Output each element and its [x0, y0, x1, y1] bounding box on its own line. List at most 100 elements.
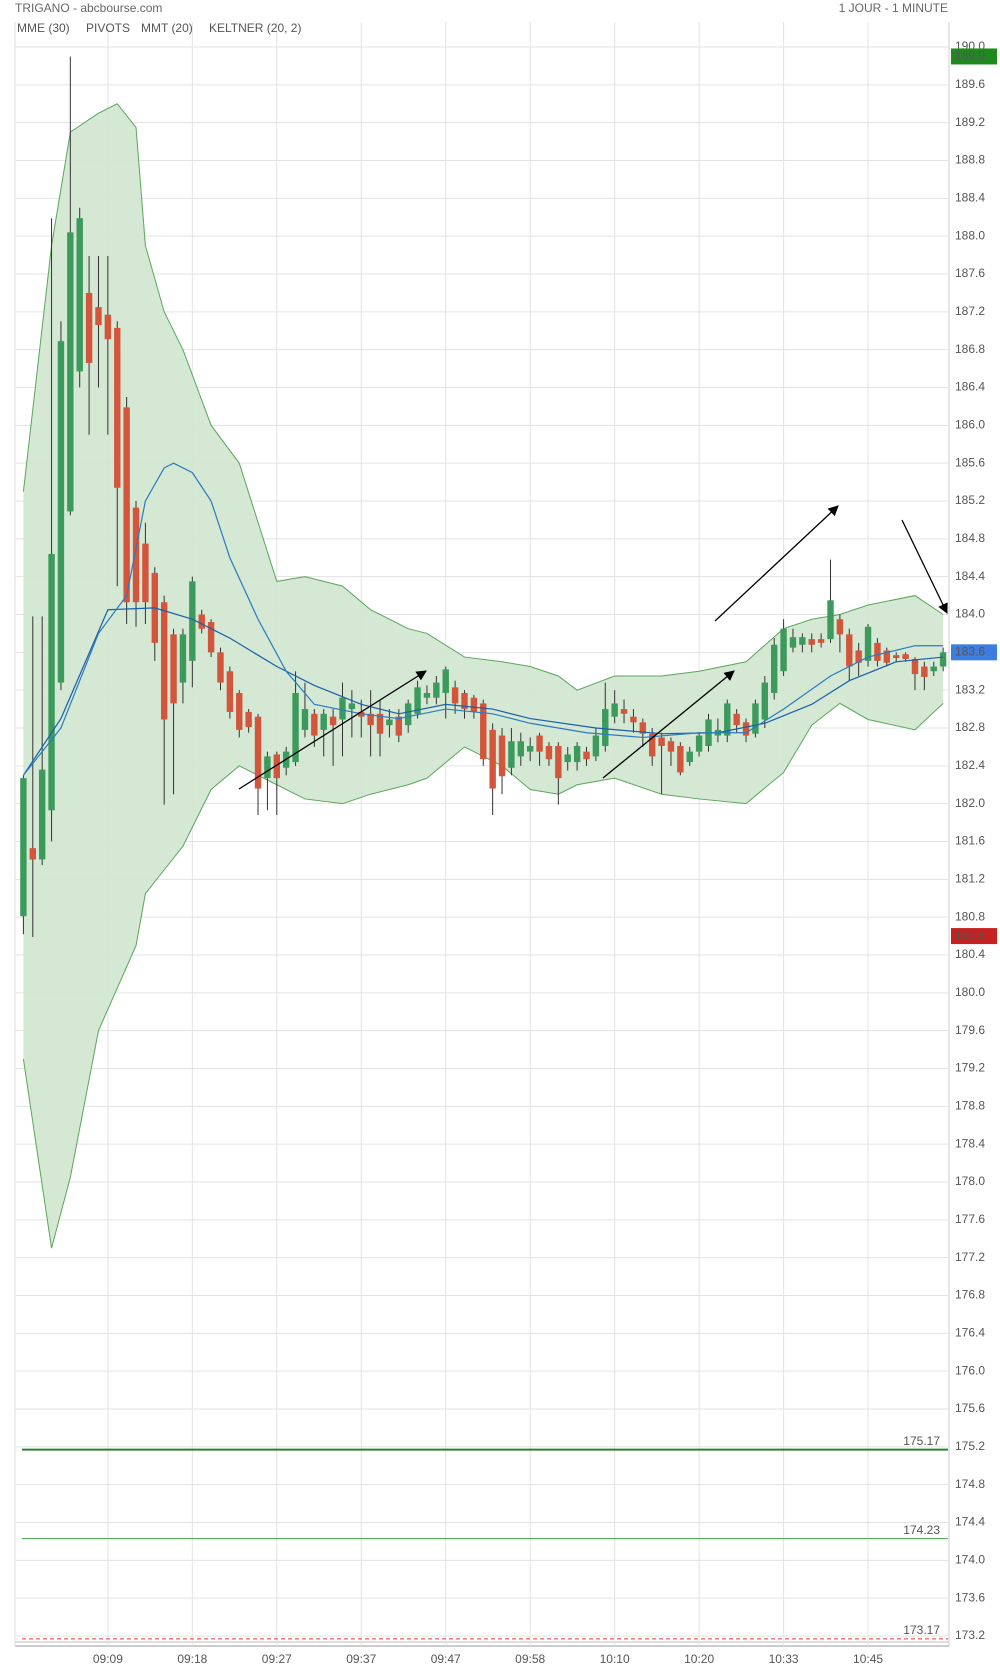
y-tick-label: 175.6 [955, 1401, 985, 1415]
candle-body [414, 687, 421, 714]
candle-body [386, 719, 393, 726]
candle-body [461, 693, 468, 710]
y-tick-label: 174.8 [955, 1477, 985, 1491]
y-tick-label: 177.2 [955, 1250, 985, 1264]
y-tick-label: 189.6 [955, 77, 985, 91]
pivot-label: 175.17 [903, 1434, 940, 1448]
chart-subtitle: 1 JOUR - 1 MINUTE [839, 1, 948, 15]
candle-body [611, 703, 618, 717]
candle-body [771, 644, 778, 694]
legend-entry: MME (30) [17, 21, 70, 35]
y-tick-label: 182.0 [955, 796, 985, 810]
annotations [238, 505, 948, 790]
y-tick-label: 184.4 [955, 569, 985, 583]
x-tick-label: 10:20 [684, 1652, 714, 1666]
price-tag-label: 189.9 [955, 49, 985, 63]
candle-body [508, 741, 515, 768]
candle-body [517, 741, 525, 757]
candle-body [207, 622, 215, 653]
arrow [602, 670, 735, 779]
plot-area: 175.17 174.23 173.17 [20, 56, 948, 1640]
y-tick-label: 188.0 [955, 228, 985, 242]
price-tag-label: 180.6 [955, 928, 985, 942]
y-tick-label: 176.4 [955, 1326, 985, 1340]
keltner-lower [22, 702, 944, 1249]
candle-body [752, 703, 759, 734]
candle-body [311, 713, 318, 736]
y-tick-label: 176.0 [955, 1363, 985, 1377]
candle-body [329, 716, 337, 726]
y-tick-label: 180.4 [955, 947, 985, 961]
candle-body [930, 666, 937, 672]
candle-body [526, 745, 534, 752]
keltner-band [23, 103, 944, 1249]
x-tick-label: 09:37 [346, 1652, 376, 1666]
keltner-upper [22, 103, 944, 691]
candle-body [48, 553, 55, 811]
candle-body [921, 666, 928, 677]
y-tick-label: 181.6 [955, 834, 985, 848]
candle-body [874, 642, 881, 661]
candle-body [104, 314, 112, 340]
candle-body [686, 751, 693, 763]
y-tick-label: 178.8 [955, 1099, 985, 1113]
candle-body [470, 697, 478, 712]
candle-body [20, 778, 27, 917]
candle-body [442, 669, 449, 694]
y-tick-label: 188.8 [955, 153, 985, 167]
candle-body [480, 703, 487, 760]
y-tick-label: 182.4 [955, 758, 985, 772]
candle-body [827, 600, 834, 640]
y-tick-label: 182.8 [955, 720, 985, 734]
candle-body [339, 697, 346, 720]
pivot-label: 174.23 [903, 1523, 940, 1537]
candle-body [489, 729, 496, 789]
candle-body [761, 682, 769, 720]
x-tick-label: 09:27 [262, 1652, 292, 1666]
overlay: 173.2 173.6 174.0 174.4 174.8 175.2 175.6 176.0… [17, 21, 997, 1666]
candle-body [142, 543, 149, 603]
candle-body [38, 769, 46, 860]
price-tag-label: 183.6 [955, 645, 985, 659]
y-tick-label: 185.2 [955, 493, 985, 507]
y-tick-label: 179.2 [955, 1061, 985, 1075]
candle-body [808, 639, 815, 645]
x-tick-label: 09:09 [93, 1652, 123, 1666]
y-tick-label: 179.6 [955, 1023, 985, 1037]
candle-body [57, 341, 65, 683]
candle-body [789, 637, 797, 648]
candle-body [376, 713, 384, 734]
y-tick-label: 186.8 [955, 342, 985, 356]
candle-body [85, 292, 93, 363]
candle-body [846, 634, 853, 667]
y-tick-label: 175.2 [955, 1439, 985, 1453]
candle-body [583, 751, 590, 760]
y-tick-label: 180.8 [955, 909, 985, 923]
candle-body [630, 716, 637, 723]
candle-body [114, 327, 121, 488]
y-tick-label: 189.2 [955, 115, 985, 129]
moving-average-line [22, 607, 944, 776]
candle-body [733, 713, 740, 726]
candle-body [67, 232, 74, 512]
candle-body [667, 741, 675, 752]
candle-body [217, 652, 224, 683]
candle-body [573, 745, 581, 763]
candle-body [451, 687, 459, 704]
candle-body [855, 650, 862, 663]
x-tick-label: 09:18 [177, 1652, 207, 1666]
y-tick-label: 185.6 [955, 455, 985, 469]
candle-body [254, 716, 262, 789]
candle-body [545, 745, 553, 760]
x-tick-label: 10:45 [853, 1652, 883, 1666]
y-tick-label: 178.0 [955, 1174, 985, 1188]
candle-body [695, 735, 703, 752]
y-tick-label: 181.2 [955, 872, 985, 886]
candle-body [160, 602, 168, 720]
candle-body [170, 634, 177, 704]
candle-body [893, 655, 900, 659]
arrow [714, 505, 839, 622]
candle-body [189, 581, 196, 661]
candle-body [264, 756, 271, 779]
